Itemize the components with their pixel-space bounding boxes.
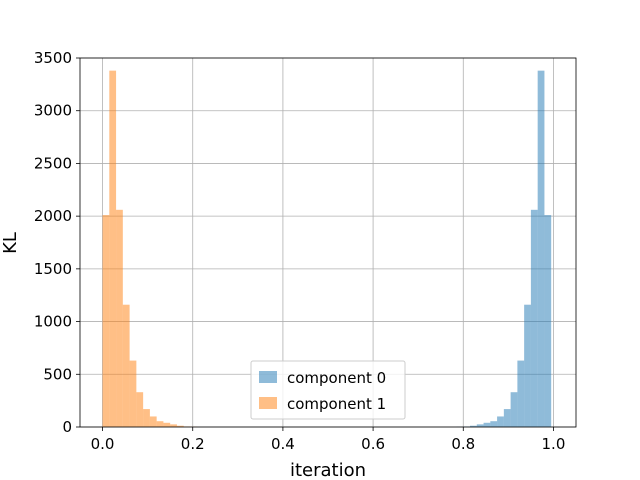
histogram-bar-series-0 [517, 360, 525, 427]
histogram-bar-series-1 [109, 70, 117, 427]
plot-frame [79, 57, 577, 428]
histogram-bar-series-1 [163, 422, 171, 427]
x-tick-label: 0.4 [271, 435, 295, 453]
histogram-bar-series-1 [136, 392, 144, 427]
y-tick-label: 0 [62, 418, 72, 436]
x-axis-ticks: 0.0 0.2 0.4 0.6 0.8 1.0 [91, 427, 566, 453]
y-tick-label: 500 [43, 365, 72, 383]
y-tick-label: 2500 [34, 154, 72, 172]
y-tick-label: 3000 [34, 102, 72, 120]
histogram-bar-series-1 [102, 215, 110, 427]
histogram-bar-series-1 [176, 425, 184, 427]
y-tick-label: 3500 [34, 49, 72, 67]
histogram-bar-series-0 [476, 424, 484, 427]
x-tick-label: 0.6 [361, 435, 385, 453]
histogram-bar-series-0 [490, 421, 498, 427]
y-tick-label: 1000 [34, 313, 72, 331]
x-tick-label: 1.0 [542, 435, 566, 453]
y-tick-label: 1500 [34, 260, 72, 278]
x-tick-label: 0.0 [91, 435, 115, 453]
histogram-bar-series-1 [122, 304, 130, 427]
histogram-bar-series-1 [170, 424, 177, 427]
histogram-bar-series-0 [537, 70, 545, 427]
histogram-bar-series-1 [143, 409, 150, 427]
legend: component 0 component 1 [250, 360, 406, 420]
x-tick-label: 0.2 [181, 435, 205, 453]
histogram-bar-series-0 [524, 304, 531, 427]
histogram-bar-series-1 [156, 421, 164, 427]
legend-box [250, 360, 406, 420]
x-tick-label: 0.8 [451, 435, 475, 453]
histogram-bar-series-0 [503, 409, 511, 427]
histogram-bar-series-0 [470, 425, 477, 427]
histogram-bar-series-0 [483, 422, 491, 427]
histogram-bar-series-0 [544, 215, 552, 427]
y-tick-label: 2000 [34, 207, 72, 225]
legend-label: component 0 [287, 369, 386, 387]
histogram-bar-series-1 [129, 360, 137, 427]
histogram-bar-series-0 [497, 416, 504, 427]
histogram-bar-series-0 [510, 392, 518, 427]
histogram-bar-series-1 [149, 416, 157, 427]
x-axis-label: iteration [290, 460, 366, 480]
y-axis-ticks: 0 500 1000 1500 2000 2500 3000 3500 [34, 49, 80, 436]
y-axis-label: KL [0, 232, 21, 254]
histogram-bar-series-0 [530, 209, 538, 427]
legend-swatch [259, 371, 277, 383]
histogram-bar-series-1 [116, 209, 123, 427]
legend-swatch [259, 397, 277, 409]
legend-label: component 1 [287, 395, 386, 413]
